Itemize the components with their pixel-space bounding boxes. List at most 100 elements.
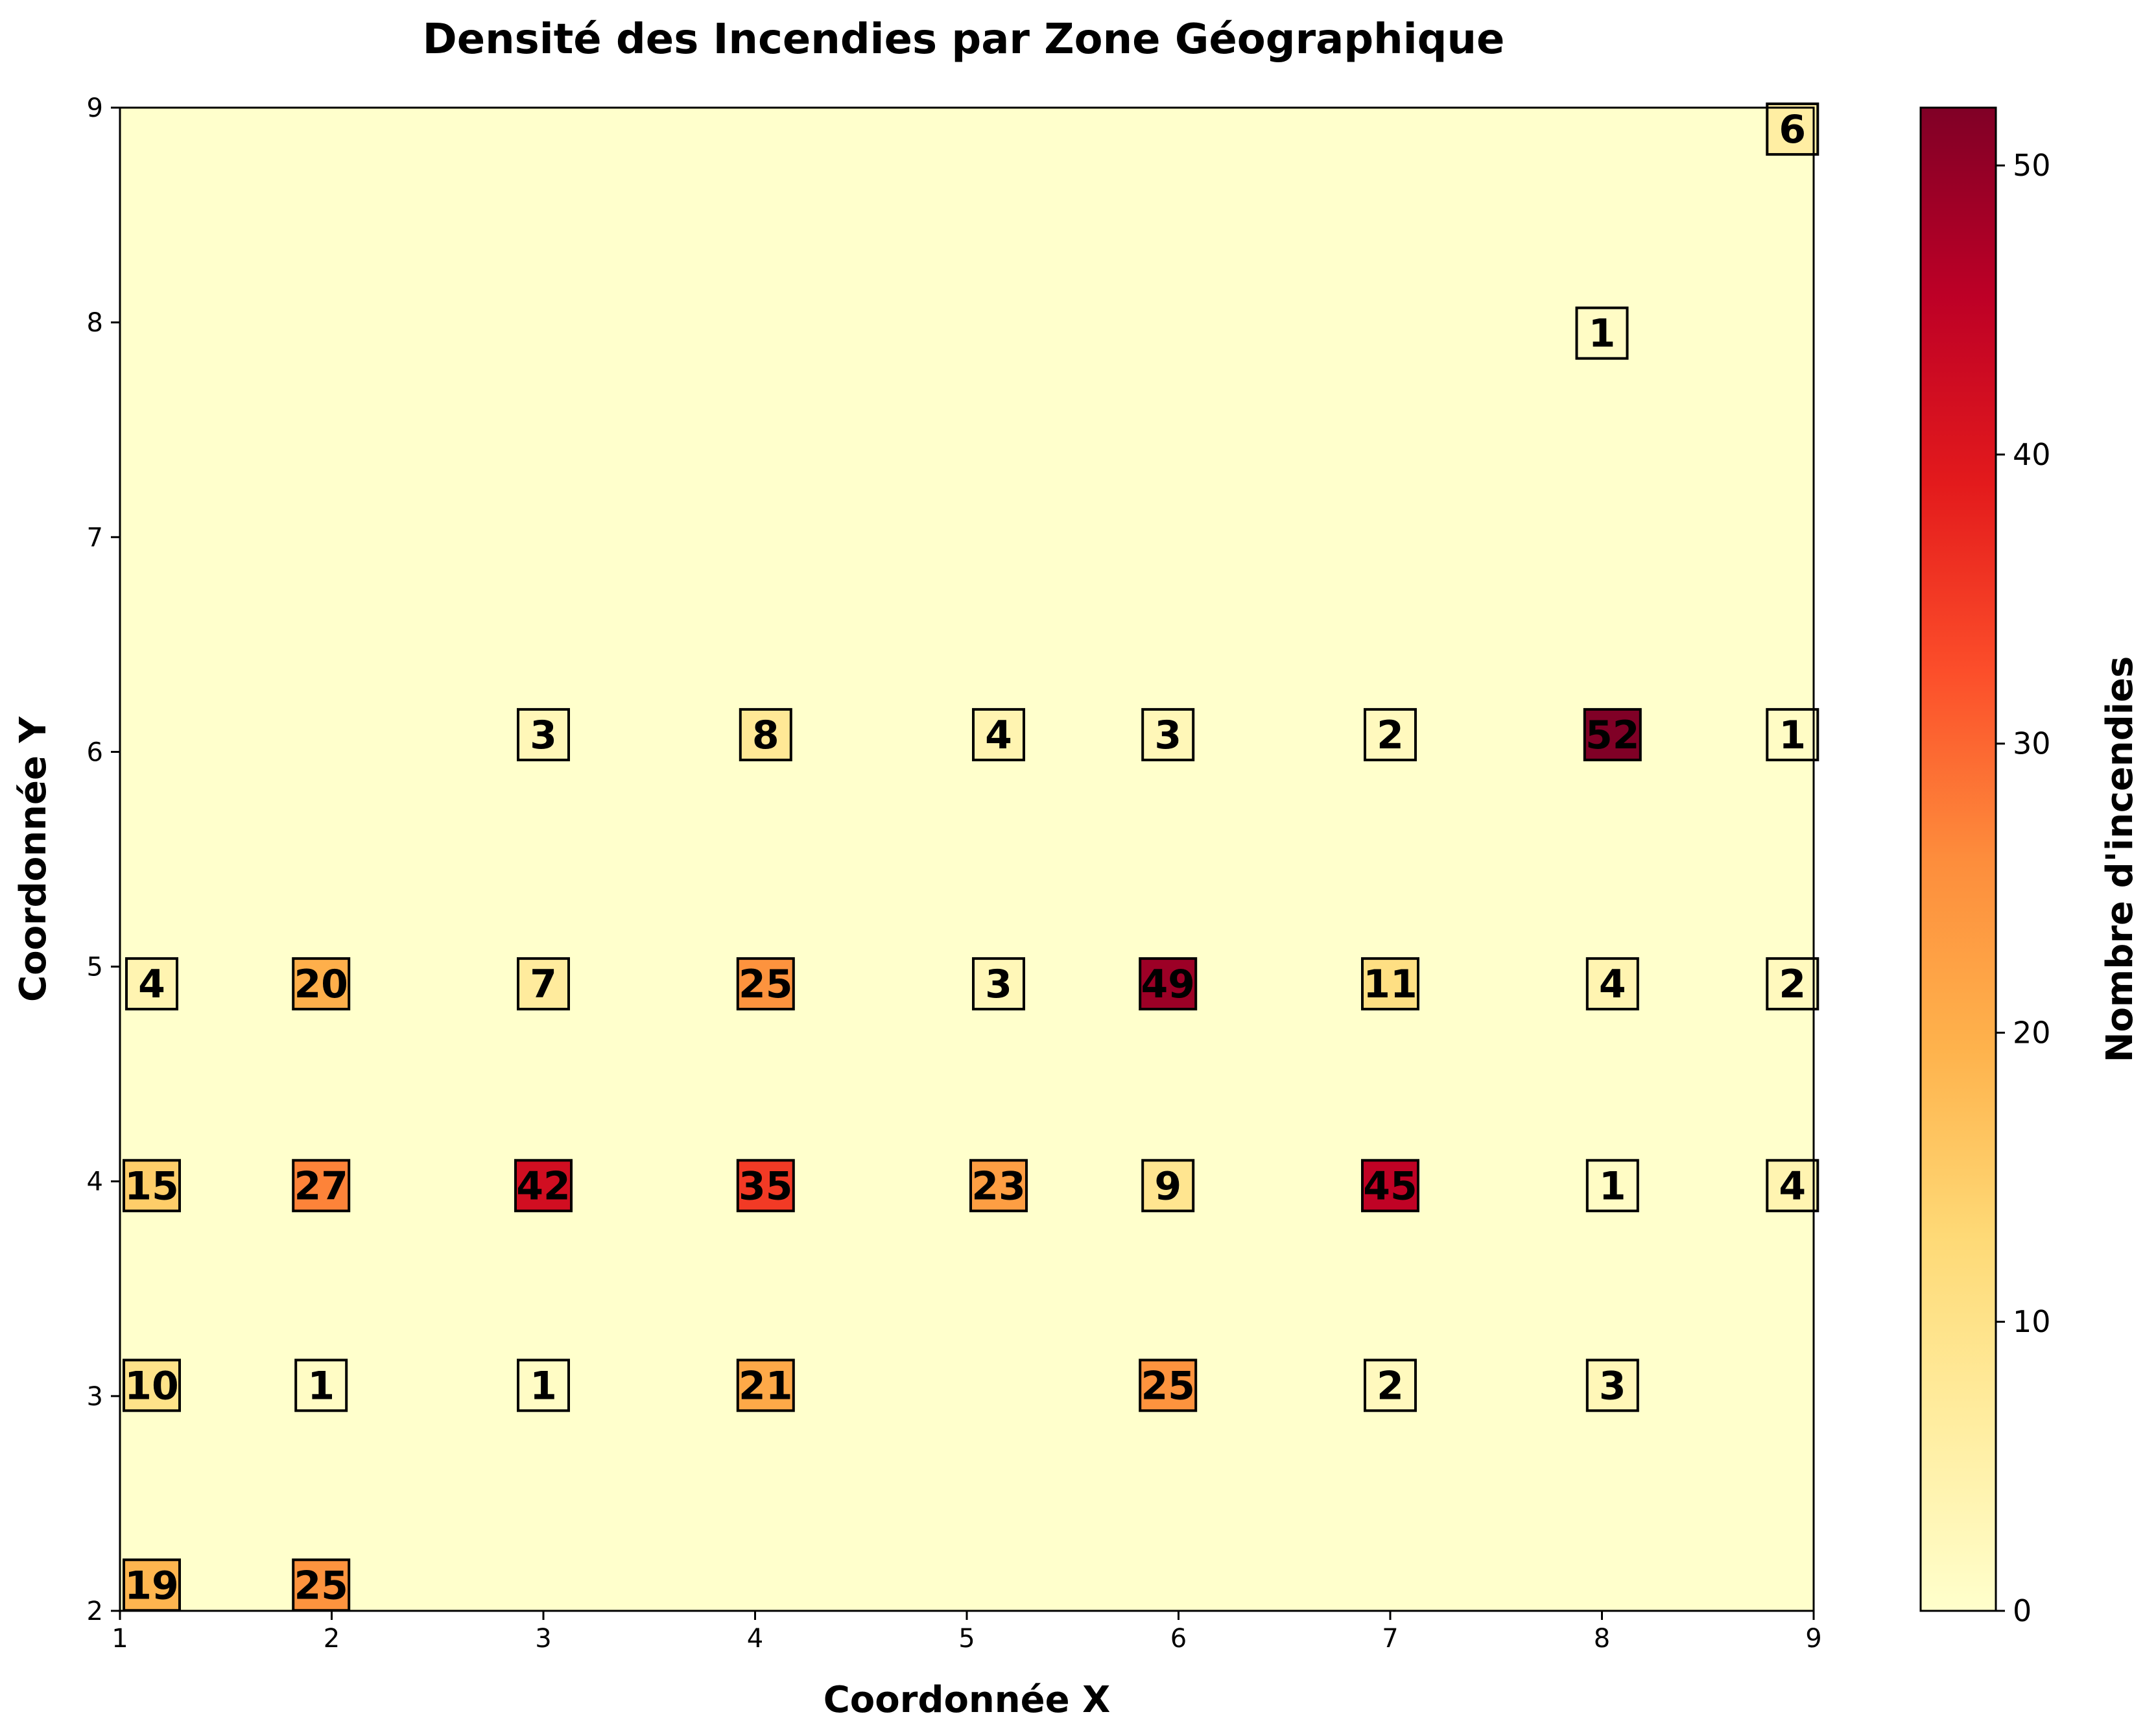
cell-value-label: 25	[739, 962, 793, 1007]
heatmap-cell: 45	[1361, 1159, 1419, 1213]
x-tick-label: 3	[535, 1624, 551, 1654]
heatmap-cell: 11	[1361, 957, 1419, 1011]
heatmap-cell-rect	[125, 957, 178, 1011]
heatmap-cell-rect	[517, 1359, 570, 1412]
heatmap-cell: 3	[1141, 707, 1195, 761]
cell-value-label: 3	[530, 713, 557, 758]
x-tick-label: 2	[324, 1624, 340, 1654]
heatmap-cell: 1	[1585, 1159, 1639, 1213]
heatmap-cell: 42	[514, 1159, 573, 1213]
heatmap-cell: 4	[1766, 1159, 1819, 1213]
colorbar-tick-label: 30	[2013, 726, 2051, 761]
heatmap-cell: 21	[736, 1359, 795, 1412]
cell-value-label: 2	[1779, 962, 1806, 1007]
cell-value-label: 27	[294, 1163, 348, 1209]
cell-value-label: 2	[1377, 713, 1404, 758]
x-tick-label: 8	[1594, 1624, 1610, 1654]
heatmap-cell: 52	[1583, 707, 1642, 761]
heatmap-cell-rect	[1141, 1159, 1195, 1213]
heatmap-cell: 1	[1575, 306, 1629, 360]
heatmap-cell-rect	[1583, 707, 1642, 761]
heatmap-cell: 25	[736, 957, 795, 1011]
heatmap-cell-rect	[972, 957, 1025, 1011]
heatmap-cell-rect	[1141, 707, 1195, 761]
colorbar-tick-label: 40	[2013, 437, 2051, 472]
heatmap-cell: 25	[1139, 1359, 1198, 1412]
heatmap-cell: 10	[123, 1359, 181, 1412]
cell-value-label: 49	[1141, 962, 1195, 1007]
cell-value-label: 1	[307, 1363, 335, 1409]
heatmap-cell: 1	[1766, 707, 1819, 761]
heatmap-cell-rect	[123, 1359, 181, 1412]
heatmap-cell: 1	[517, 1359, 570, 1412]
colorbar-tick-label: 20	[2013, 1015, 2051, 1050]
x-tick-label: 6	[1170, 1624, 1187, 1654]
heatmap-cell: 35	[736, 1159, 795, 1213]
colorbar-ticks: 0 10 20 30 40 50	[1996, 148, 2051, 1628]
heatmap-cell-rect	[1585, 1159, 1639, 1213]
heatmap-cell-rect	[1361, 957, 1419, 1011]
x-tick-label: 9	[1805, 1624, 1821, 1654]
cell-value-label: 8	[752, 713, 779, 758]
y-tick-label: 6	[87, 737, 103, 767]
heatmap-cell-rect	[1575, 306, 1629, 360]
heatmap-cell: 23	[969, 1159, 1028, 1213]
heatmap-cells: 613 8 4 3 2 52 14 20 7 25 3 49 11 4 215 27 42 35 23 9 45 1 410…	[123, 102, 1819, 1612]
heatmap-cell-rect	[517, 707, 570, 761]
cell-value-label: 45	[1363, 1163, 1417, 1209]
heatmap-cell-rect	[736, 957, 795, 1011]
cell-value-label: 4	[985, 713, 1012, 758]
cell-value-label: 3	[1599, 1363, 1626, 1409]
x-axis-label: Coordonnée X	[824, 1679, 1111, 1721]
heatmap-cell-rect	[517, 957, 570, 1011]
chart-title: Densité des Incendies par Zone Géographi…	[423, 16, 1505, 64]
cell-value-label: 2	[1377, 1363, 1404, 1409]
colorbar-tick-label: 10	[2013, 1304, 2051, 1339]
cell-value-label: 20	[294, 962, 348, 1007]
heatmap-cell-rect	[1585, 1359, 1639, 1412]
cell-value-label: 4	[1779, 1163, 1806, 1209]
heatmap-cell: 19	[123, 1558, 181, 1612]
heatmap-cell-rect	[1766, 957, 1819, 1011]
cell-value-label: 11	[1363, 962, 1417, 1007]
colorbar-label: Nombre d'incendies	[2099, 656, 2141, 1063]
cell-value-label: 19	[124, 1563, 179, 1608]
cell-value-label: 35	[739, 1163, 793, 1209]
heatmap-cell: 6	[1766, 102, 1819, 156]
x-tick-label: 4	[747, 1624, 763, 1654]
cell-value-label: 42	[516, 1163, 571, 1209]
heatmap-cell: 2	[1364, 1359, 1417, 1412]
cell-value-label: 4	[1599, 962, 1626, 1007]
heatmap-cell: 7	[517, 957, 570, 1011]
heatmap-cell-rect	[739, 707, 792, 761]
heatmap-cell: 27	[292, 1159, 351, 1213]
heatmap-cell-rect	[123, 1159, 181, 1213]
y-tick-label: 2	[87, 1597, 103, 1626]
plot-area	[120, 108, 1814, 1611]
y-axis-ticks: 2 3 4 5 6 7 8 9	[87, 93, 120, 1626]
heatmap-cell-rect	[292, 1159, 351, 1213]
colorbar-tick-label: 0	[2013, 1593, 2032, 1628]
heatmap-cell-rect	[736, 1159, 795, 1213]
cell-value-label: 23	[971, 1163, 1026, 1209]
heatmap-cell: 4	[972, 707, 1025, 761]
heatmap-cell-rect	[969, 1159, 1028, 1213]
heatmap-cell: 1	[294, 1359, 348, 1412]
heatmap-cell-rect	[514, 1159, 573, 1213]
heatmap-cell-rect	[1585, 957, 1639, 1011]
heatmap-cell: 4	[1585, 957, 1639, 1011]
cell-value-label: 52	[1585, 713, 1640, 758]
heatmap-cell: 8	[739, 707, 792, 761]
x-tick-label: 1	[112, 1624, 128, 1654]
colorbar	[1919, 106, 1997, 1612]
cell-value-label: 10	[124, 1363, 179, 1409]
heatmap-cell: 2	[1364, 707, 1417, 761]
heatmap-cell: 15	[123, 1159, 181, 1213]
heatmap-cell: 20	[292, 957, 351, 1011]
heatmap-cell-rect	[123, 1558, 181, 1612]
heatmap-cell: 9	[1141, 1159, 1195, 1213]
heatmap-cell: 3	[972, 957, 1025, 1011]
x-axis-ticks: 1 2 3 4 5 6 7 8 9	[112, 1611, 1822, 1654]
heatmap-cell-rect	[736, 1359, 795, 1412]
